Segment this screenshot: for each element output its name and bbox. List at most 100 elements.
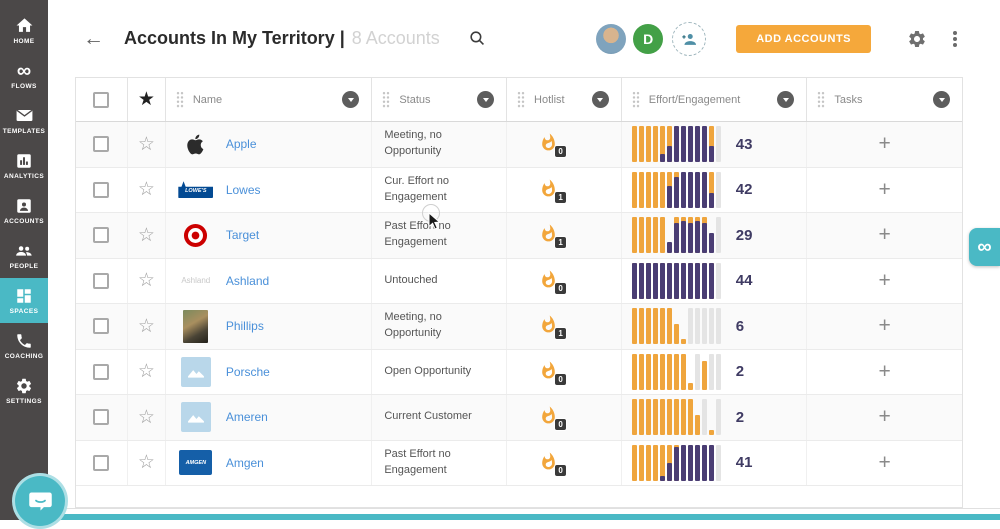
effort-engagement-chart [631,126,723,163]
account-name-link[interactable]: Apple [225,137,257,152]
tasks-cell: + [807,259,962,304]
star-filled-icon[interactable]: ★ [137,89,155,110]
star-outline-icon[interactable]: ☆ [137,270,155,292]
infinity-icon: ∞ [16,59,32,82]
sidebar-item-home[interactable]: HOME [0,8,48,53]
column-label: Tasks [834,93,863,106]
account-name-link[interactable]: Ashland [225,273,270,288]
add-task-button[interactable]: + [878,450,891,474]
add-task-button[interactable]: + [878,132,891,156]
account-name-link[interactable]: Porsche [225,364,270,379]
star-outline-icon[interactable]: ☆ [137,452,155,474]
sidebar-item-flows[interactable]: ∞ FLOWS [0,53,48,98]
flame-icon[interactable]: 0 [539,270,567,294]
user-avatar[interactable] [596,23,627,54]
add-task-button[interactable]: + [878,405,891,429]
gear-icon[interactable] [907,29,927,49]
add-task-button[interactable]: + [878,223,891,247]
row-checkbox[interactable] [93,272,110,289]
status-cell: Meeting, no Opportunity [372,122,508,167]
row-checkbox[interactable] [93,227,110,244]
add-accounts-button[interactable]: ADD ACCOUNTS [736,24,871,53]
account-name-link[interactable]: Phillips [225,319,264,334]
row-checkbox[interactable] [93,318,110,335]
flows-side-tab[interactable]: ∞ [969,228,1000,266]
flame-icon[interactable]: 0 [539,133,567,158]
account-name-link[interactable]: Lowes [225,182,261,197]
sidebar-item-analytics[interactable]: ANALYTICS [0,143,48,188]
effort-bar [652,353,658,390]
flame-icon[interactable]: 1 [539,224,567,249]
hotlist-count-badge: 0 [555,464,567,476]
effort-cell: 6 [622,304,808,349]
add-task-button[interactable]: + [878,268,891,292]
row-check-cell [76,213,128,258]
star-outline-icon[interactable]: ☆ [137,133,155,155]
name-cell: Target [166,213,373,258]
sidebar-item-label: TEMPLATES [2,128,46,135]
overflow-menu-icon[interactable] [953,36,957,41]
sidebar-item-label: FLOWS [11,83,37,90]
row-star-cell: ☆ [128,122,166,167]
row-checkbox[interactable] [93,181,110,198]
sidebar-item-settings[interactable]: SETTINGS [0,368,48,413]
account-name-link[interactable]: Target [225,228,260,243]
flame-icon[interactable]: 0 [539,361,567,385]
star-outline-icon[interactable]: ☆ [137,315,155,337]
avatar-initial-badge[interactable]: D [633,23,664,54]
effort-bar [715,353,721,390]
effort-bar [708,308,714,345]
flame-icon[interactable]: 1 [539,315,567,340]
drag-handle-icon[interactable] [382,91,391,108]
sidebar-item-label: ANALYTICS [3,173,45,180]
star-outline-icon[interactable]: ☆ [137,406,155,428]
column-label: Hotlist [534,93,565,106]
flame-icon[interactable]: 0 [539,452,567,476]
effort-bar [715,171,721,208]
flame-icon[interactable]: 1 [539,179,567,203]
search-icon[interactable] [468,29,487,48]
sidebar-item-accounts[interactable]: ACCOUNTS [0,188,48,233]
drag-handle-icon[interactable] [517,91,526,108]
column-filter-dropdown[interactable] [477,91,495,108]
column-filter-dropdown[interactable] [933,91,951,108]
column-filter-dropdown[interactable] [342,91,360,108]
row-checkbox[interactable] [93,363,110,380]
row-checkbox[interactable] [93,454,110,471]
sidebar-item-coaching[interactable]: COACHING [0,323,48,368]
account-name-link[interactable]: Amgen [225,455,264,470]
sidebar-item-people[interactable]: PEOPLE [0,233,48,278]
star-outline-icon[interactable]: ☆ [137,179,155,201]
add-task-button[interactable]: + [878,314,891,338]
status-cell: Past Effort no Engagement [372,213,508,258]
effort-engagement-chart [631,444,723,481]
select-all-checkbox[interactable] [93,91,110,108]
effort-bar [659,217,665,254]
hotlist-cell: 1 [507,167,622,212]
table-row: ☆ Apple Meeting, no Opportunity 0 43 + [76,122,962,168]
row-checkbox[interactable] [93,136,110,153]
effort-bar [645,353,651,390]
row-check-cell [76,122,128,167]
star-outline-icon[interactable]: ☆ [137,361,155,383]
row-check-cell [76,167,128,212]
drag-handle-icon[interactable] [631,91,640,108]
back-arrow-icon[interactable]: ← [83,26,104,50]
star-outline-icon[interactable]: ☆ [137,224,155,246]
row-checkbox[interactable] [93,409,110,426]
effort-bar [673,262,679,299]
logo-apple [178,132,214,157]
add-task-button[interactable]: + [878,359,891,383]
sidebar-item-spaces[interactable]: SPACES [0,278,48,323]
chat-button[interactable] [12,473,68,529]
column-filter-dropdown[interactable] [777,91,795,108]
account-name-link[interactable]: Ameren [225,410,268,425]
column-filter-dropdown[interactable] [591,91,609,108]
add-person-button[interactable] [672,21,707,56]
flame-icon[interactable]: 0 [539,406,567,431]
sidebar-item-templates[interactable]: TEMPLATES [0,98,48,143]
add-task-button[interactable]: + [878,177,891,201]
drag-handle-icon[interactable] [175,91,184,108]
drag-handle-icon[interactable] [817,91,826,108]
logo-placeholder [178,356,214,387]
